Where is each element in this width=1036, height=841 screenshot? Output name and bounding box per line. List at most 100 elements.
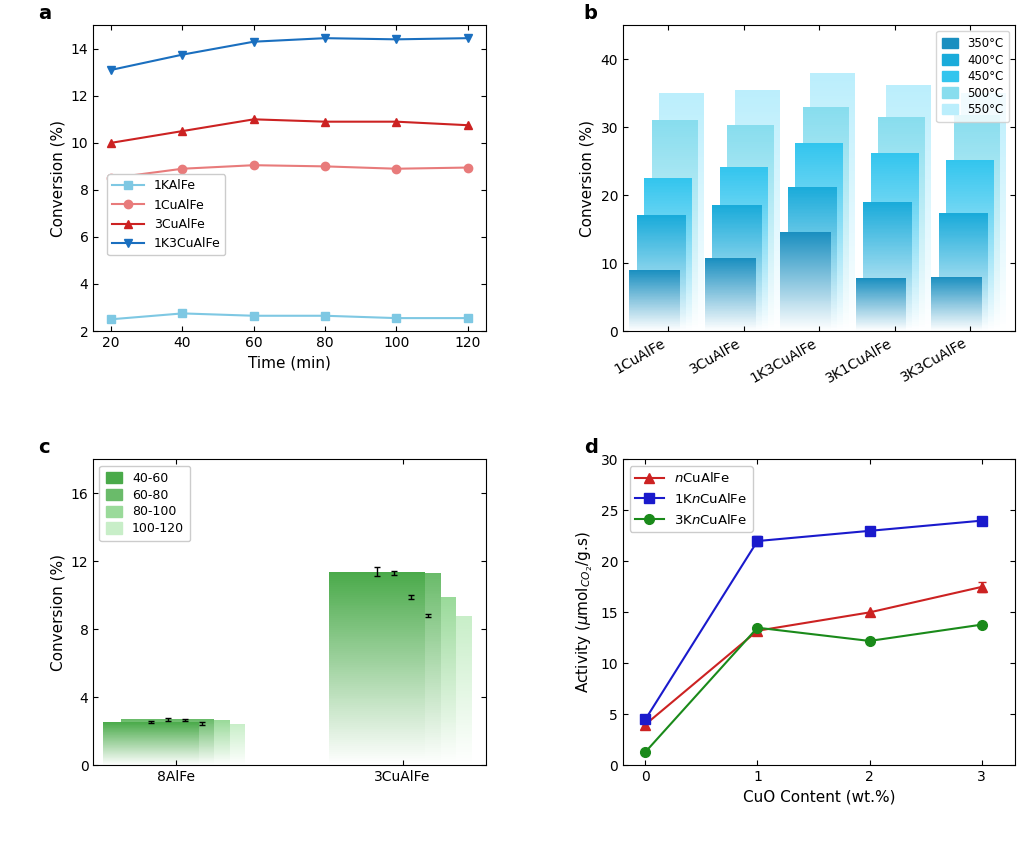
Bar <box>796 161 843 163</box>
Bar <box>329 733 425 734</box>
Bar <box>863 212 913 214</box>
Bar <box>347 664 440 665</box>
Bar <box>961 129 1006 131</box>
Bar <box>735 213 780 215</box>
Bar <box>637 309 686 310</box>
Bar <box>939 323 988 324</box>
Bar <box>810 187 855 189</box>
Bar <box>712 271 761 272</box>
Bar <box>879 171 924 172</box>
1K3CuAlFe <box>105 65 117 75</box>
Bar <box>810 329 855 331</box>
Bar <box>953 145 1000 147</box>
Bar <box>637 325 686 326</box>
Bar <box>953 195 1000 197</box>
Bar <box>953 156 1000 158</box>
Bar <box>780 282 831 283</box>
Bar <box>870 199 919 201</box>
Bar <box>946 271 994 272</box>
Bar <box>735 196 780 198</box>
Bar <box>953 177 1000 180</box>
Bar <box>863 240 913 241</box>
Bar <box>720 209 768 211</box>
Bar <box>946 177 994 178</box>
Bar <box>870 279 919 281</box>
Bar <box>961 117 1006 119</box>
Bar <box>659 226 704 229</box>
Bar <box>347 648 440 650</box>
Bar <box>796 312 843 314</box>
Bar <box>720 246 768 247</box>
Bar <box>803 131 850 134</box>
Bar <box>720 304 768 306</box>
Bar <box>735 157 780 160</box>
Bar <box>961 165 1006 167</box>
Bar <box>366 681 456 683</box>
Bar <box>652 308 698 310</box>
Bar <box>384 713 471 715</box>
Bar <box>652 325 698 327</box>
Bar <box>870 233 919 235</box>
Bar <box>939 257 988 258</box>
Bar <box>366 701 456 703</box>
Bar <box>366 607 456 609</box>
Bar <box>787 259 837 261</box>
Bar <box>953 165 1000 167</box>
Bar <box>810 289 855 293</box>
Bar <box>347 748 440 750</box>
Bar <box>879 316 924 318</box>
Bar <box>347 662 440 664</box>
Bar <box>803 232 850 235</box>
Bar <box>810 310 855 313</box>
Bar <box>735 126 780 129</box>
Bar <box>863 300 913 301</box>
Bar <box>727 130 774 131</box>
Bar <box>712 254 761 256</box>
Bar <box>720 214 768 216</box>
Bar <box>870 320 919 322</box>
Bar <box>803 194 850 197</box>
Bar <box>384 737 471 738</box>
Bar <box>946 216 994 218</box>
Bar <box>727 205 774 208</box>
Bar <box>712 227 761 228</box>
Bar <box>886 154 930 156</box>
Bar <box>780 287 831 288</box>
Bar <box>870 327 919 330</box>
Bar <box>939 222 988 223</box>
Bar <box>946 246 994 247</box>
Bar <box>961 193 1006 195</box>
Bar <box>780 246 831 247</box>
Bar <box>803 239 850 241</box>
Bar <box>787 312 837 314</box>
Bar <box>939 225 988 226</box>
Bar <box>803 156 850 158</box>
Bar <box>787 191 837 193</box>
Bar <box>886 306 930 309</box>
Bar <box>720 249 768 251</box>
Bar <box>727 137 774 140</box>
Bar <box>953 286 1000 288</box>
Bar <box>780 304 831 305</box>
Bar <box>953 329 1000 331</box>
Bar <box>796 160 843 161</box>
Bar <box>637 271 686 272</box>
Bar <box>712 264 761 266</box>
Bar <box>863 265 913 267</box>
Bar <box>329 606 425 608</box>
Bar <box>384 756 471 758</box>
Bar <box>879 140 924 143</box>
Bar <box>347 621 440 623</box>
Bar <box>810 96 855 98</box>
Bar <box>796 288 843 289</box>
Bar <box>810 151 855 153</box>
Bar <box>644 238 692 240</box>
Bar <box>796 163 843 166</box>
Bar <box>735 273 780 276</box>
Bar <box>329 700 425 701</box>
Bar <box>644 227 692 229</box>
Bar <box>329 627 425 630</box>
Bar <box>780 323 831 324</box>
Bar <box>652 262 698 263</box>
Bar <box>384 643 471 644</box>
